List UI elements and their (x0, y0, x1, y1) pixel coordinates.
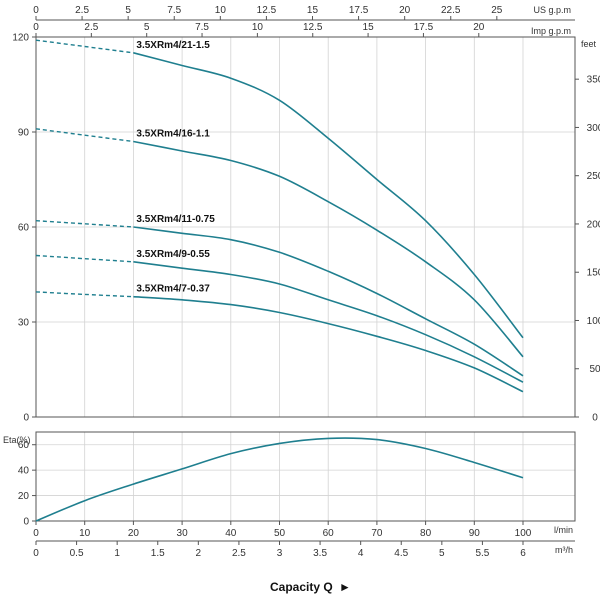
lmin-unit-label: l/min (554, 525, 573, 535)
imp-gpm-tick-label: 17.5 (414, 22, 434, 33)
imp-gpm-tick-label: 12.5 (303, 22, 323, 33)
main-left-tick-label: 90 (18, 128, 30, 139)
m3h-tick-label: 2 (196, 548, 202, 559)
axis-layer: 0 2.5 5 7.5 10 12.5 15 17.5 20 22.5 250 2.5 5 7.5 10 12… (12, 5, 600, 559)
capacity-caption: Capacity Q (270, 580, 333, 594)
main-left-tick-label: 0 (23, 413, 29, 424)
eta-plot-frame (35, 431, 576, 522)
m3h-unit-label: m³/h (555, 545, 573, 555)
lmin-tick-label: 0 (33, 528, 39, 539)
curve-layer (35, 39, 524, 522)
lmin-tick-label: 80 (420, 528, 432, 539)
head-curve (133, 261, 524, 383)
m3h-tick-label: 4.5 (394, 548, 408, 559)
m3h-tick-label: 1 (114, 548, 120, 559)
main-right-tick-label: 300 (587, 123, 600, 134)
us-gpm-unit-label: US g.p.m (533, 5, 571, 15)
us-gpm-tick-label: 12.5 (257, 5, 277, 16)
lmin-tick-label: 30 (177, 528, 189, 539)
lmin-tick-label: 10 (79, 528, 91, 539)
lmin-tick-label: 60 (323, 528, 335, 539)
head-curve-dashed (35, 254, 134, 263)
head-curve-dashed (35, 39, 134, 54)
series-label: 3.5XRm4/7-0.37 (136, 284, 210, 295)
imp-gpm-tick-label: 2.5 (84, 22, 98, 33)
head-curve (133, 52, 524, 339)
series-label: 3.5XRm4/21-1.5 (136, 40, 210, 51)
us-gpm-tick-label: 0 (33, 5, 39, 16)
m3h-tick-label: 5.5 (475, 548, 489, 559)
m3h-tick-label: 5 (439, 548, 445, 559)
m3h-tick-label: 0 (33, 548, 39, 559)
lmin-tick-label: 40 (225, 528, 237, 539)
imp-gpm-unit-label: Imp g.p.m (531, 26, 571, 36)
eta-unit-label: Eta(%) (3, 435, 31, 445)
us-gpm-tick-label: 15 (307, 5, 319, 16)
imp-gpm-tick-label: 5 (144, 22, 150, 33)
m3h-tick-label: 4 (358, 548, 364, 559)
series-label: 3.5XRm4/9-0.55 (136, 249, 210, 260)
head-curve-dashed (35, 220, 134, 228)
lmin-tick-label: 20 (128, 528, 140, 539)
eta-left-tick-label: 20 (18, 491, 30, 502)
efficiency-curve (35, 437, 524, 522)
main-right-tick-label: 150 (587, 268, 600, 279)
main-right-tick-label: 0 (592, 413, 598, 424)
eta-left-tick-label: 40 (18, 466, 30, 477)
m3h-tick-label: 1.5 (151, 548, 165, 559)
capacity-arrow-icon: ► (339, 580, 351, 594)
main-right-tick-label: 350 (587, 75, 600, 86)
grid-layer (35, 36, 575, 522)
main-right-tick-label: 250 (587, 171, 600, 182)
feet-unit-label: feet (581, 39, 597, 49)
head-curve (133, 295, 524, 393)
us-gpm-tick-label: 2.5 (75, 5, 89, 16)
main-left-tick-label: 30 (18, 318, 30, 329)
m3h-tick-label: 3.5 (313, 548, 327, 559)
head-curve-dashed (35, 128, 134, 143)
head-curve-dashed (35, 291, 134, 298)
imp-gpm-tick-label: 15 (363, 22, 375, 33)
m3h-tick-label: 6 (520, 548, 526, 559)
imp-gpm-tick-label: 20 (473, 22, 485, 33)
lmin-tick-label: 50 (274, 528, 286, 539)
imp-gpm-tick-label: 0 (33, 22, 39, 33)
m3h-tick-label: 2.5 (232, 548, 246, 559)
main-right-tick-label: 50 (589, 364, 600, 375)
main-right-tick-label: 200 (587, 219, 600, 230)
us-gpm-tick-label: 7.5 (167, 5, 181, 16)
lmin-tick-label: 100 (515, 528, 532, 539)
us-gpm-tick-label: 5 (125, 5, 131, 16)
label-layer: 3.5XRm4/21-1.5 3.5XRm4/16-1.1 3.5XRm4/11-0… (136, 40, 215, 295)
lmin-tick-label: 70 (371, 528, 383, 539)
series-label: 3.5XRm4/11-0.75 (136, 214, 215, 225)
series-label: 3.5XRm4/16-1.1 (136, 129, 210, 140)
m3h-tick-label: 0.5 (70, 548, 84, 559)
main-left-tick-label: 60 (18, 223, 30, 234)
head-curve (133, 140, 524, 358)
main-left-tick-label: 120 (12, 33, 29, 44)
us-gpm-tick-label: 10 (215, 5, 227, 16)
imp-gpm-tick-label: 10 (252, 22, 264, 33)
eta-left-tick-label: 0 (23, 517, 29, 528)
eta-left-tick-label: 60 (18, 440, 30, 451)
us-gpm-tick-label: 17.5 (349, 5, 369, 16)
imp-gpm-tick-label: 7.5 (195, 22, 209, 33)
us-gpm-tick-label: 25 (491, 5, 503, 16)
lmin-tick-label: 90 (469, 528, 481, 539)
us-gpm-tick-label: 22.5 (441, 5, 461, 16)
main-right-tick-label: 100 (587, 316, 600, 327)
m3h-tick-label: 3 (277, 548, 283, 559)
us-gpm-tick-label: 20 (399, 5, 411, 16)
head-curve (133, 226, 524, 377)
